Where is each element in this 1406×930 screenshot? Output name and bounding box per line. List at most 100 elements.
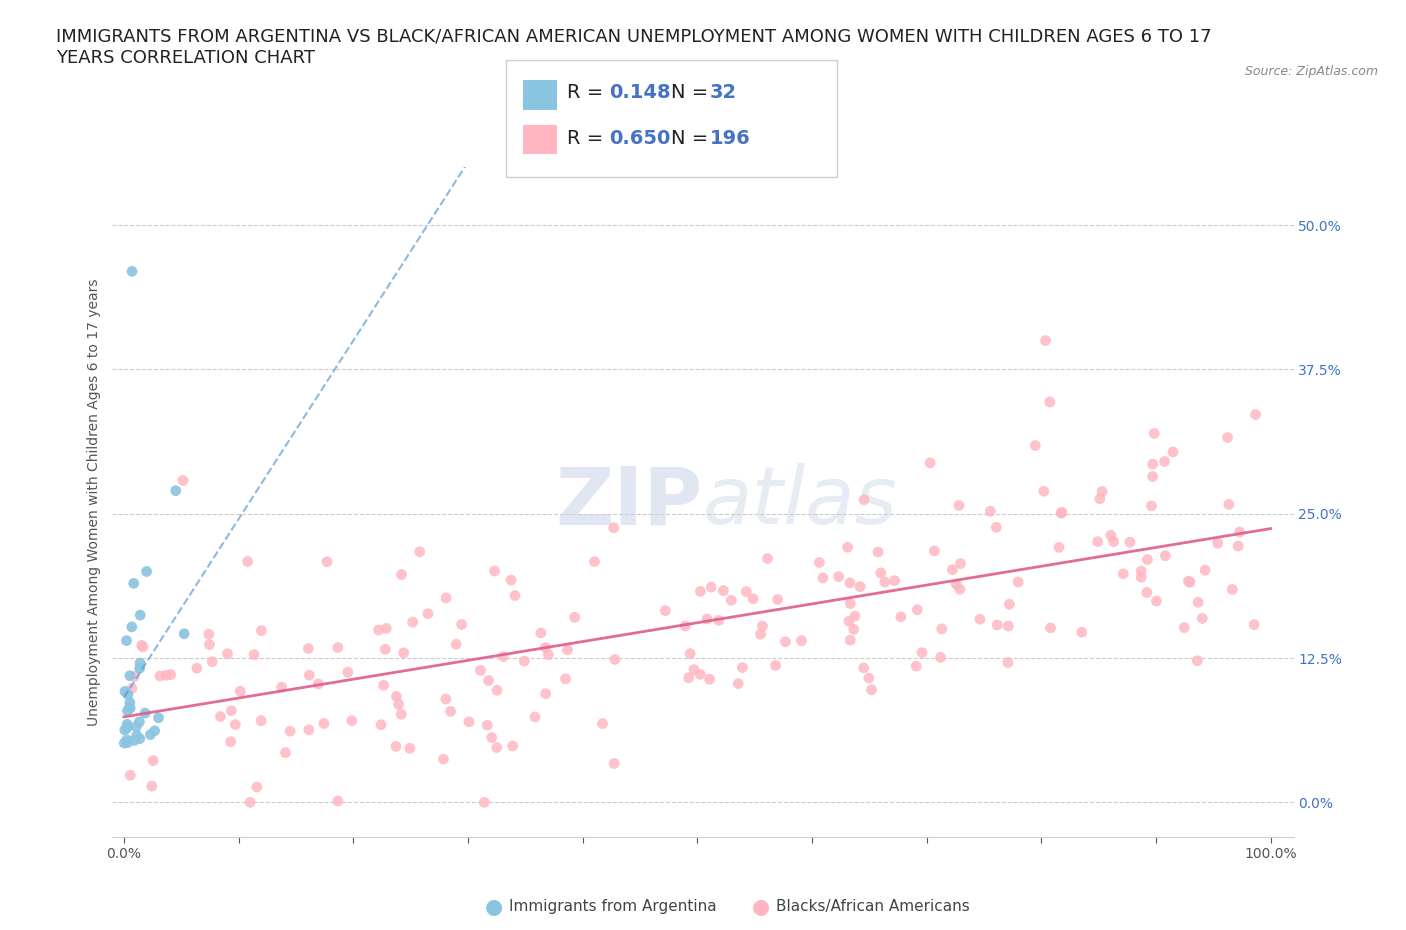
Point xyxy=(499,573,522,588)
Point xyxy=(367,622,389,637)
Point xyxy=(1050,506,1073,521)
Point xyxy=(115,717,138,732)
Point xyxy=(198,637,221,652)
Point xyxy=(986,520,1008,535)
Point xyxy=(221,703,243,718)
Point xyxy=(918,456,941,471)
Point xyxy=(711,583,734,598)
Point xyxy=(250,623,273,638)
Point xyxy=(409,544,432,559)
Point xyxy=(838,576,860,591)
Point xyxy=(1173,620,1195,635)
Text: ZIP: ZIP xyxy=(555,463,703,541)
Point xyxy=(1047,540,1070,555)
Point xyxy=(374,642,396,657)
Point xyxy=(388,697,411,711)
Point xyxy=(583,554,606,569)
Point xyxy=(274,745,297,760)
Point xyxy=(929,650,952,665)
Point xyxy=(1070,625,1092,640)
Point xyxy=(159,667,181,682)
Point xyxy=(149,669,172,684)
Point xyxy=(117,687,139,702)
Text: R =: R = xyxy=(567,129,609,148)
Point xyxy=(1007,575,1029,590)
Point xyxy=(530,626,553,641)
Point xyxy=(790,633,813,648)
Point xyxy=(128,661,150,676)
Point xyxy=(142,753,165,768)
Point xyxy=(486,683,509,698)
Point xyxy=(557,643,579,658)
Text: 32: 32 xyxy=(710,83,737,101)
Point xyxy=(1102,534,1125,549)
Point xyxy=(125,719,148,734)
Point xyxy=(949,582,972,597)
Point xyxy=(1206,536,1229,551)
Point xyxy=(128,714,150,729)
Point xyxy=(766,592,789,607)
Point xyxy=(564,610,586,625)
Point xyxy=(683,662,706,677)
Point xyxy=(998,597,1021,612)
Point xyxy=(128,731,150,746)
Point xyxy=(1243,618,1265,632)
Point xyxy=(592,716,614,731)
Point xyxy=(1039,394,1062,409)
Point xyxy=(839,632,862,647)
Point xyxy=(398,741,420,756)
Point xyxy=(484,564,506,578)
Point xyxy=(765,658,787,673)
Point xyxy=(678,671,700,685)
Point xyxy=(924,543,946,558)
Text: Source: ZipAtlas.com: Source: ZipAtlas.com xyxy=(1244,65,1378,78)
Point xyxy=(1140,498,1163,513)
Point xyxy=(139,727,162,742)
Point xyxy=(673,618,696,633)
Point xyxy=(239,795,262,810)
Point xyxy=(186,661,208,676)
Text: atlas: atlas xyxy=(703,463,898,541)
Point xyxy=(945,577,967,591)
Point xyxy=(120,700,142,715)
Point xyxy=(838,614,860,629)
Point xyxy=(122,576,145,591)
Point xyxy=(434,591,457,605)
Point xyxy=(1216,430,1239,445)
Point xyxy=(1119,535,1142,550)
Point xyxy=(373,678,395,693)
Point xyxy=(873,575,896,590)
Point xyxy=(679,646,702,661)
Point xyxy=(439,704,461,719)
Point xyxy=(1244,407,1267,422)
Point xyxy=(1142,457,1164,472)
Point xyxy=(117,703,139,718)
Point xyxy=(842,622,865,637)
Point xyxy=(689,667,711,682)
Point xyxy=(700,579,723,594)
Point xyxy=(911,645,934,660)
Point xyxy=(118,669,141,684)
Point xyxy=(270,680,292,695)
Point xyxy=(997,618,1019,633)
Point xyxy=(115,633,138,648)
Point xyxy=(392,645,415,660)
Point xyxy=(1032,484,1054,498)
Point xyxy=(775,634,797,649)
Point xyxy=(931,621,953,636)
Point xyxy=(602,520,624,535)
Point xyxy=(217,646,239,661)
Point xyxy=(458,714,481,729)
Point xyxy=(869,565,891,580)
Point xyxy=(1229,525,1251,539)
Point xyxy=(134,706,156,721)
Point xyxy=(554,671,576,686)
Point xyxy=(866,545,889,560)
Point xyxy=(502,738,524,753)
Point xyxy=(120,768,142,783)
Point xyxy=(1130,570,1153,585)
Point xyxy=(1227,538,1250,553)
Point xyxy=(224,717,246,732)
Point xyxy=(905,658,928,673)
Point xyxy=(477,718,499,733)
